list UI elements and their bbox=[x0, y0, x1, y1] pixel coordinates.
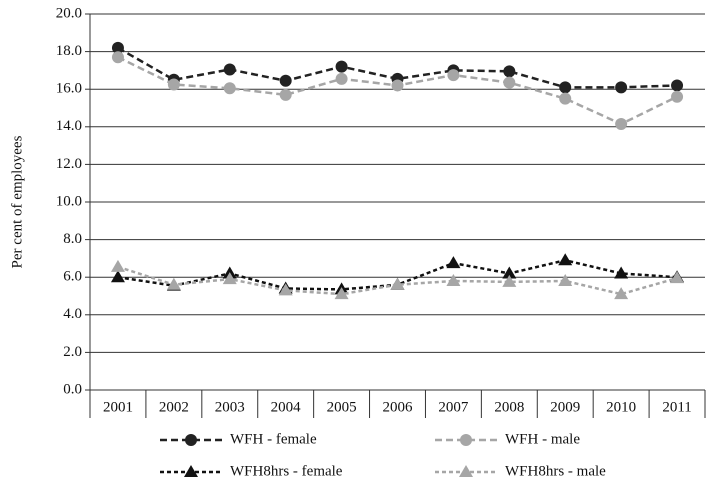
x-tick-label: 2007 bbox=[438, 399, 469, 415]
point bbox=[446, 256, 461, 269]
point bbox=[279, 74, 292, 87]
y-tick-label: 8.0 bbox=[63, 231, 82, 247]
y-tick-label: 20.0 bbox=[56, 5, 82, 21]
y-tick-label: 10.0 bbox=[56, 193, 82, 209]
point bbox=[111, 51, 124, 64]
series-line bbox=[117, 265, 678, 296]
y-tick-label: 16.0 bbox=[56, 81, 82, 97]
point bbox=[615, 117, 628, 130]
point bbox=[111, 41, 124, 54]
point bbox=[223, 82, 236, 95]
x-tick-label: 2003 bbox=[215, 399, 245, 415]
point bbox=[670, 271, 685, 284]
point bbox=[166, 277, 181, 290]
series-line bbox=[117, 46, 678, 89]
legend-marker bbox=[460, 434, 472, 446]
x-tick-label: 2005 bbox=[327, 399, 357, 415]
point bbox=[110, 270, 125, 283]
point bbox=[502, 266, 517, 279]
point bbox=[671, 79, 684, 92]
x-tick-label: 2006 bbox=[383, 399, 414, 415]
point bbox=[447, 69, 460, 82]
point bbox=[223, 63, 236, 76]
point bbox=[391, 79, 404, 92]
x-tick-label: 2002 bbox=[159, 399, 189, 415]
point bbox=[614, 266, 629, 279]
x-tick-label: 2011 bbox=[662, 399, 691, 415]
y-axis-label: Per cent of employees bbox=[9, 135, 25, 268]
point bbox=[110, 259, 125, 272]
y-tick-label: 6.0 bbox=[63, 269, 82, 285]
y-tick-label: 14.0 bbox=[56, 118, 82, 134]
point bbox=[446, 273, 461, 286]
point bbox=[503, 65, 516, 78]
point bbox=[503, 76, 516, 89]
point bbox=[222, 272, 237, 285]
legend-label: WFH - female bbox=[230, 431, 317, 447]
y-tick-label: 2.0 bbox=[63, 344, 82, 360]
y-tick-label: 4.0 bbox=[63, 306, 82, 322]
point bbox=[334, 287, 349, 300]
x-tick-label: 2001 bbox=[103, 399, 133, 415]
point bbox=[559, 81, 572, 94]
x-tick-label: 2008 bbox=[494, 399, 524, 415]
y-tick-label: 0.0 bbox=[63, 381, 82, 397]
point bbox=[390, 277, 405, 290]
point bbox=[614, 287, 629, 300]
point bbox=[615, 81, 628, 94]
legend-marker bbox=[184, 465, 198, 477]
point bbox=[335, 60, 348, 73]
point bbox=[279, 88, 292, 101]
y-tick-label: 12.0 bbox=[56, 156, 82, 172]
point bbox=[167, 78, 180, 91]
point bbox=[558, 273, 573, 286]
legend-marker bbox=[459, 465, 473, 477]
legend-label: WFH8hrs - male bbox=[505, 463, 606, 479]
x-tick-label: 2009 bbox=[550, 399, 580, 415]
legend-marker bbox=[185, 434, 197, 446]
point bbox=[559, 92, 572, 105]
point bbox=[335, 72, 348, 85]
point bbox=[502, 274, 517, 287]
legend-label: WFH - male bbox=[505, 431, 580, 447]
point bbox=[278, 283, 293, 296]
point bbox=[558, 253, 573, 266]
x-tick-label: 2004 bbox=[271, 399, 302, 415]
y-tick-label: 18.0 bbox=[56, 43, 82, 59]
x-tick-label: 2010 bbox=[606, 399, 636, 415]
legend-label: WFH8hrs - female bbox=[230, 463, 343, 479]
point bbox=[671, 90, 684, 103]
